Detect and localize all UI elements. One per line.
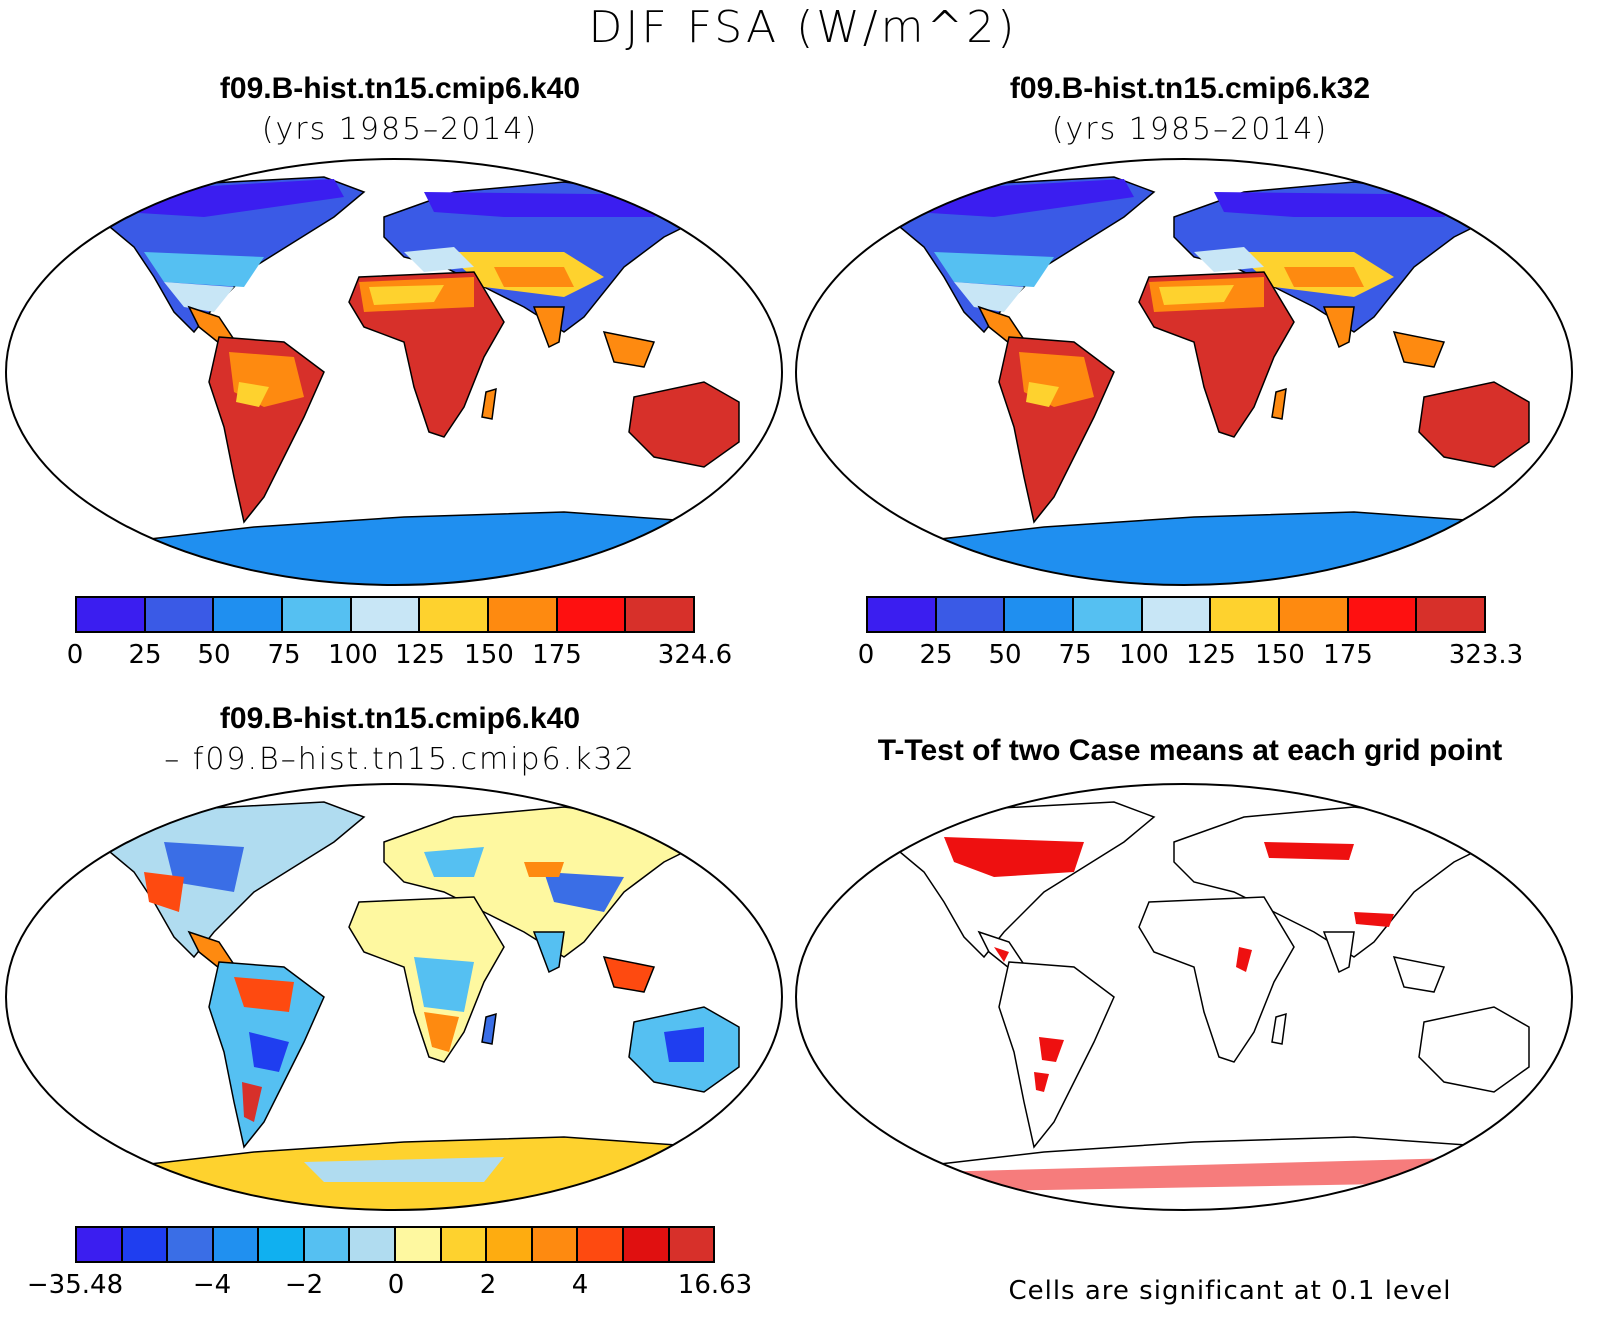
panel-2-subtitle: (yrs 1985–2014): [1051, 112, 1329, 147]
colorbar-segment: [1211, 598, 1281, 631]
panel-1-colorbar: [75, 596, 695, 633]
colorbar-tick-label: −35.48: [26, 1270, 124, 1300]
colorbar-segment: [1142, 598, 1212, 631]
colorbar-tick-label: 75: [267, 640, 301, 670]
panel-3-map: [5, 783, 783, 1211]
colorbar-segment: [1348, 598, 1418, 631]
panel-1-subtitle: (yrs 1985–2014): [261, 112, 539, 147]
panel-1-map: [5, 158, 783, 586]
colorbar-tick-label: 0: [66, 640, 84, 670]
panel-2-title: f09.B-hist.tn15.cmip6.k32: [1009, 72, 1371, 105]
colorbar-tick-label: 100: [328, 640, 378, 670]
colorbar-tick-label: 125: [1186, 640, 1236, 670]
colorbar-segment: [351, 598, 421, 631]
australia-land: [1418, 381, 1530, 468]
colorbar-tick-label: 2: [479, 1270, 497, 1300]
colorbar-tick-label: 16.63: [677, 1270, 753, 1300]
colorbar-tick-label: 125: [395, 640, 445, 670]
colorbar-tick-label: 25: [128, 640, 162, 670]
panel-4-title: T-Test of two Case means at each grid po…: [877, 734, 1503, 767]
africa-land: [1138, 271, 1295, 438]
colorbar-segment: [578, 1228, 624, 1261]
colorbar-segment: [626, 598, 694, 631]
colorbar-segment: [669, 1228, 714, 1261]
colorbar-tick-label: 0: [857, 640, 875, 670]
colorbar-segment: [283, 598, 352, 631]
colorbar-segment: [213, 1228, 260, 1261]
colorbar-tick-label: 4: [571, 1270, 589, 1300]
figure-title: DJF FSA (W/m^2): [588, 2, 1018, 53]
colorbar-tick-label: 150: [464, 640, 514, 670]
panel-3-subtitle: – f09.B–hist.tn15.cmip6.k32: [164, 742, 636, 777]
colorbar-tick-label: 50: [988, 640, 1022, 670]
panel-3-colorbar: [75, 1226, 715, 1263]
colorbar-tick-label: −4: [192, 1270, 232, 1300]
colorbar-segment: [532, 1228, 579, 1261]
colorbar-segment: [145, 598, 215, 631]
colorbar-tick-label: 175: [532, 640, 582, 670]
colorbar-tick-label: 175: [1323, 640, 1373, 670]
colorbar-segment: [1280, 598, 1349, 631]
colorbar-segment: [77, 1228, 123, 1261]
panel-3-title: f09.B-hist.tn15.cmip6.k40: [219, 702, 581, 735]
colorbar-segment: [168, 1228, 214, 1261]
panel-4-map: [795, 783, 1573, 1211]
colorbar-tick-label: 50: [197, 640, 231, 670]
africa-land: [348, 271, 505, 438]
colorbar-tick-label: 25: [919, 640, 953, 670]
colorbar-segment: [122, 1228, 169, 1261]
colorbar-segment: [214, 598, 284, 631]
colorbar-tick-label: 324.6: [657, 640, 733, 670]
colorbar-tick-label: 75: [1058, 640, 1092, 670]
colorbar-segment: [557, 598, 627, 631]
colorbar-segment: [868, 598, 937, 631]
colorbar-tick-label: 0: [387, 1270, 405, 1300]
colorbar-segment: [487, 1228, 533, 1261]
colorbar-tick-label: 100: [1119, 640, 1169, 670]
colorbar-segment: [936, 598, 1006, 631]
panel-2-colorbar: [866, 596, 1486, 633]
colorbar-segment: [77, 598, 146, 631]
panel-2-map: [795, 158, 1573, 586]
colorbar-tick-label: 323.3: [1448, 640, 1524, 670]
colorbar-segment: [1074, 598, 1143, 631]
panel-1-title: f09.B-hist.tn15.cmip6.k40: [219, 72, 581, 105]
colorbar-segment: [259, 1228, 305, 1261]
colorbar-segment: [396, 1228, 442, 1261]
africa-land: [1138, 896, 1295, 1063]
australia-land: [1418, 1006, 1530, 1093]
colorbar-segment: [304, 1228, 351, 1261]
colorbar-segment: [420, 598, 490, 631]
colorbar-tick-label: −2: [284, 1270, 324, 1300]
colorbar-segment: [350, 1228, 397, 1261]
colorbar-segment: [1417, 598, 1485, 631]
colorbar-segment: [489, 598, 558, 631]
australia-land: [628, 381, 740, 468]
colorbar-tick-label: 150: [1255, 640, 1305, 670]
colorbar-segment: [1005, 598, 1075, 631]
significance-note: Cells are significant at 0.1 level: [1008, 1276, 1452, 1306]
colorbar-segment: [441, 1228, 488, 1261]
colorbar-segment: [623, 1228, 670, 1261]
